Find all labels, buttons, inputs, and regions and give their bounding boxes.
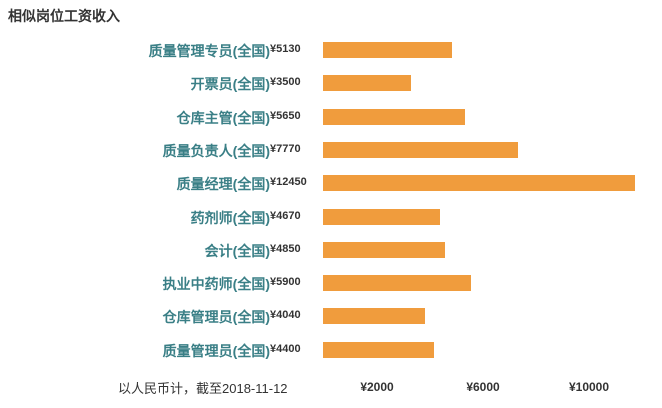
value-label: ¥3500 xyxy=(270,76,301,89)
x-tick-label: ¥2000 xyxy=(360,380,394,394)
category-label: 执业中药师(全国) xyxy=(162,276,270,293)
bar xyxy=(323,241,445,258)
category-label: 药剂师(全国) xyxy=(190,209,270,226)
value-label: ¥4400 xyxy=(270,342,301,355)
category-label: 开票员(全国) xyxy=(190,76,270,93)
bar xyxy=(323,341,434,358)
bar xyxy=(323,108,465,125)
bar xyxy=(323,175,635,192)
x-tick-label: ¥6000 xyxy=(466,380,500,394)
category-label: 质量管理专员(全国) xyxy=(148,43,270,59)
value-label: ¥4670 xyxy=(270,209,301,222)
category-label: 会计(全国) xyxy=(204,242,270,259)
footnote: 以人民币计，截至2018-11-12 xyxy=(118,381,288,396)
value-label: ¥5900 xyxy=(270,276,301,289)
category-label: 质量经理(全国) xyxy=(176,176,270,193)
value-label: ¥12450 xyxy=(270,176,307,189)
bar xyxy=(323,208,441,225)
x-tick-label: ¥10000 xyxy=(568,380,610,394)
value-label: ¥7770 xyxy=(270,142,301,155)
bar xyxy=(323,275,471,292)
value-label: ¥4850 xyxy=(270,242,301,255)
bar xyxy=(323,141,518,158)
category-label: 仓库主管(全国) xyxy=(176,109,270,126)
category-label: 质量管理员(全国) xyxy=(162,342,270,359)
value-label: ¥5650 xyxy=(270,109,301,122)
bar xyxy=(323,75,411,92)
category-label: 仓库管理员(全国) xyxy=(162,309,270,326)
category-label: 质量负责人(全国) xyxy=(162,142,270,159)
bar xyxy=(323,308,425,325)
value-label: ¥5130 xyxy=(270,43,301,55)
value-label: ¥4040 xyxy=(270,309,301,322)
chart-title: 相似岗位工资收入 xyxy=(8,8,120,24)
bar xyxy=(323,42,452,58)
